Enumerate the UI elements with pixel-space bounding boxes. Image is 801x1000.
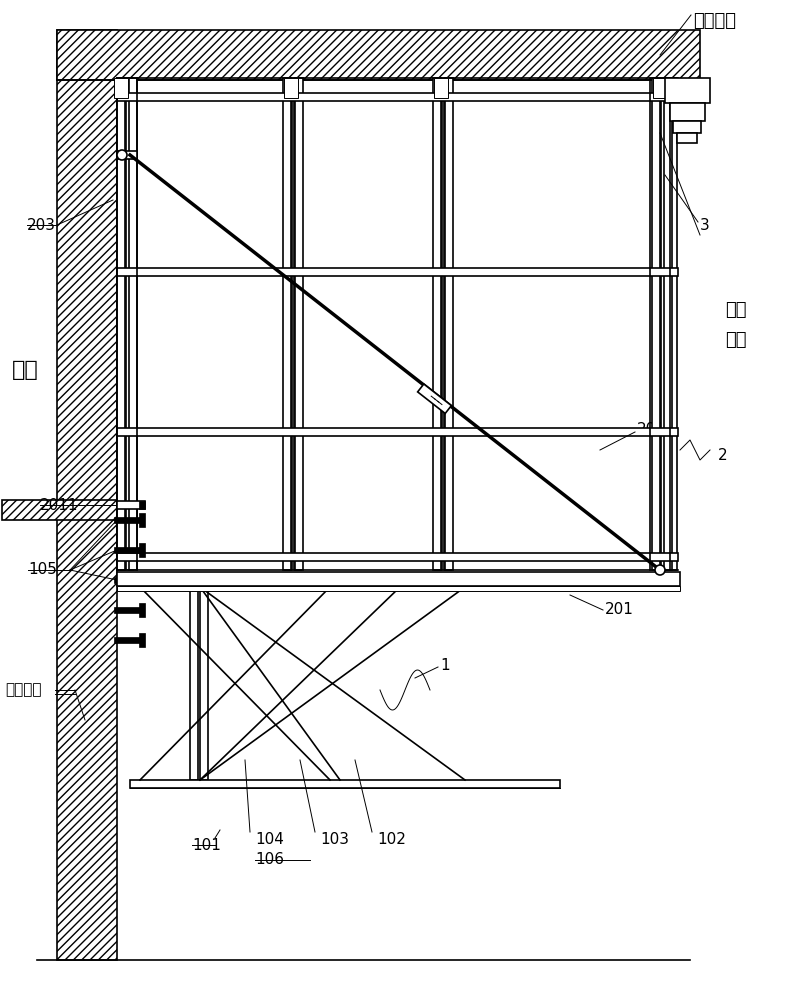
Text: 104: 104 <box>255 832 284 848</box>
Bar <box>435 78 442 570</box>
Bar <box>433 78 441 570</box>
Bar <box>114 517 144 523</box>
Circle shape <box>117 150 127 160</box>
Bar <box>665 78 710 103</box>
Text: 3: 3 <box>700 218 710 232</box>
Bar <box>284 78 298 98</box>
Text: 2: 2 <box>718 448 727 462</box>
Bar <box>673 121 701 133</box>
Polygon shape <box>417 384 451 413</box>
Text: 201: 201 <box>605 602 634 617</box>
Text: 1: 1 <box>440 658 449 672</box>
Bar <box>139 501 145 509</box>
Bar <box>444 78 451 570</box>
Bar <box>117 78 124 570</box>
Bar <box>664 78 672 570</box>
Text: 建筑墙体: 建筑墙体 <box>5 682 42 698</box>
Bar <box>117 93 678 101</box>
Bar <box>57 30 700 80</box>
Bar <box>653 78 667 98</box>
Text: 室外: 室外 <box>725 301 747 319</box>
Bar <box>677 133 697 143</box>
Bar <box>114 637 144 643</box>
Bar <box>652 78 660 570</box>
Bar <box>434 78 448 98</box>
Text: 101: 101 <box>192 838 221 852</box>
Text: 106: 106 <box>255 852 284 867</box>
Bar <box>2 500 137 520</box>
Bar <box>114 577 144 583</box>
Bar <box>139 633 145 647</box>
Bar <box>283 78 291 570</box>
Bar <box>57 30 117 960</box>
Bar <box>114 607 144 613</box>
Bar <box>129 78 137 570</box>
Bar <box>139 543 145 557</box>
Bar <box>295 78 303 570</box>
Text: 室内: 室内 <box>12 360 38 380</box>
Bar <box>670 78 677 570</box>
Bar <box>117 501 145 509</box>
Text: 2011: 2011 <box>40 497 78 512</box>
Bar <box>114 78 128 98</box>
Text: 203: 203 <box>27 218 56 232</box>
Bar <box>139 513 145 527</box>
Text: 202: 202 <box>637 422 666 438</box>
Bar <box>130 780 560 788</box>
Text: 103: 103 <box>320 832 349 848</box>
Text: 悬挑结构: 悬挑结构 <box>693 12 736 30</box>
Bar <box>114 547 144 553</box>
Bar <box>661 78 668 570</box>
Text: 105: 105 <box>28 562 57 578</box>
Bar <box>117 428 678 436</box>
Bar <box>117 268 678 276</box>
Bar <box>445 78 453 570</box>
Bar <box>670 103 705 121</box>
Bar <box>294 78 301 570</box>
Bar <box>117 78 125 570</box>
Bar <box>117 572 680 586</box>
Bar <box>126 78 133 570</box>
Bar <box>117 151 137 159</box>
Bar <box>200 587 208 780</box>
Bar <box>139 573 145 587</box>
Bar <box>190 587 198 780</box>
Bar <box>139 603 145 617</box>
Bar <box>117 586 680 591</box>
Text: 102: 102 <box>377 832 406 848</box>
Bar <box>285 78 292 570</box>
Text: 高空: 高空 <box>725 331 747 349</box>
Circle shape <box>655 565 665 575</box>
Bar <box>117 553 678 561</box>
